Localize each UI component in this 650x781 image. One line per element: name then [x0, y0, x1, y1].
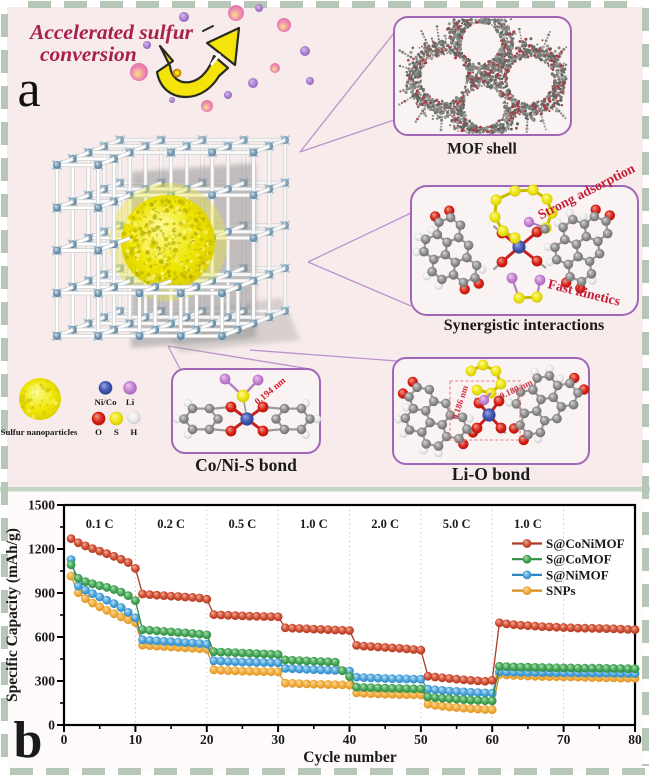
svg-text:Accelerated sulfur: Accelerated sulfur: [28, 20, 194, 44]
svg-text:2.0 C: 2.0 C: [371, 517, 399, 531]
svg-text:Li-O bond: Li-O bond: [452, 464, 531, 484]
svg-text:S@NiMOF: S@NiMOF: [546, 567, 609, 582]
svg-text:0.2 C: 0.2 C: [157, 517, 185, 531]
svg-text:1.0 C: 1.0 C: [300, 517, 328, 531]
svg-text:SNPs: SNPs: [546, 583, 576, 598]
svg-text:S@CoNiMOF: S@CoNiMOF: [546, 536, 625, 551]
svg-text:O: O: [95, 427, 102, 437]
svg-text:MOF shell: MOF shell: [447, 141, 517, 158]
svg-text:50: 50: [414, 732, 428, 747]
svg-text:b: b: [14, 712, 43, 769]
svg-text:Specific Capacity (mAh/g): Specific Capacity (mAh/g): [4, 528, 21, 702]
svg-text:5.0 C: 5.0 C: [443, 517, 471, 531]
svg-text:Synergistic interactions: Synergistic interactions: [444, 317, 604, 334]
svg-text:S: S: [114, 427, 119, 437]
svg-text:Co/Ni-S bond: Co/Ni-S bond: [195, 455, 297, 475]
svg-text:Sulfur nanoparticles: Sulfur nanoparticles: [1, 427, 78, 437]
svg-text:20: 20: [200, 732, 214, 747]
svg-text:900: 900: [35, 586, 56, 601]
svg-text:30: 30: [271, 732, 285, 747]
svg-text:conversion: conversion: [40, 42, 137, 66]
svg-text:S@CoMOF: S@CoMOF: [546, 552, 612, 567]
svg-text:a: a: [17, 61, 40, 118]
svg-text:Cycle number: Cycle number: [303, 749, 397, 766]
svg-text:1.0 C: 1.0 C: [514, 517, 542, 531]
svg-text:600: 600: [35, 630, 56, 645]
svg-text:70: 70: [557, 732, 571, 747]
svg-text:10: 10: [129, 732, 143, 747]
svg-text:Li: Li: [126, 397, 135, 407]
svg-text:0.5 C: 0.5 C: [229, 517, 257, 531]
svg-text:0.1 C: 0.1 C: [86, 517, 114, 531]
svg-text:0: 0: [48, 718, 55, 733]
svg-text:60: 60: [485, 732, 499, 747]
svg-text:80: 80: [628, 732, 642, 747]
svg-text:40: 40: [343, 732, 357, 747]
svg-text:Ni/Co: Ni/Co: [95, 397, 118, 407]
svg-text:H: H: [130, 427, 137, 437]
svg-text:0: 0: [61, 732, 68, 747]
svg-text:300: 300: [35, 674, 56, 689]
svg-text:1500: 1500: [28, 498, 55, 513]
svg-text:1200: 1200: [28, 542, 55, 557]
